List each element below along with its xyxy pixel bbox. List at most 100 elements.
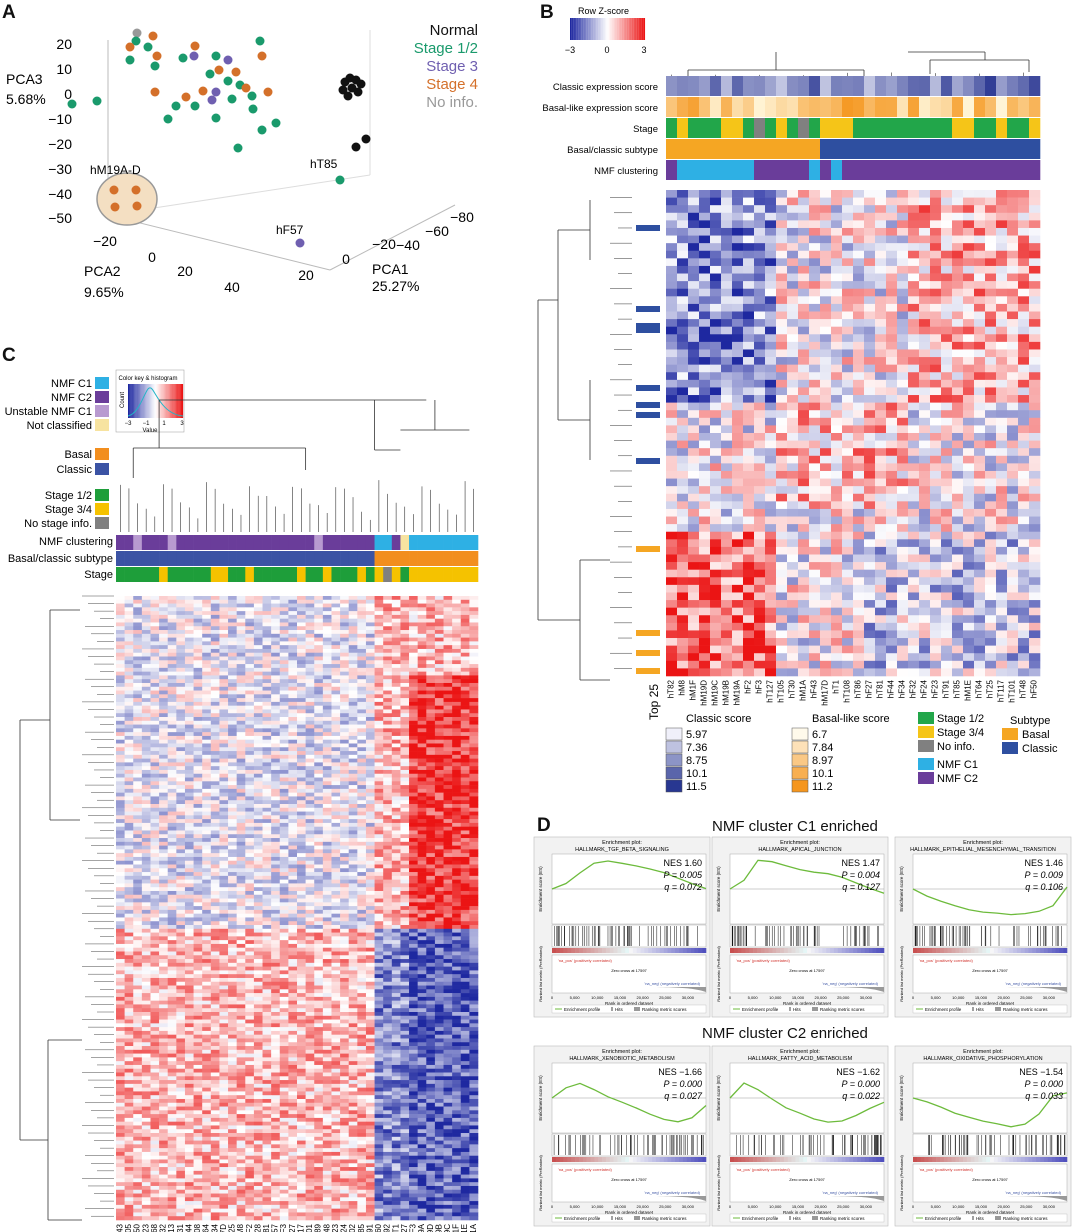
c-heatmap-cell <box>193 724 203 729</box>
c-heatmap-cell <box>184 701 194 706</box>
b-heatmap-cell <box>985 600 997 608</box>
c-heatmap-cell <box>314 743 324 748</box>
b-heatmap-cell <box>776 463 788 472</box>
c-heatmap-cell <box>236 773 246 778</box>
b-heatmap-cell <box>809 486 821 495</box>
b-heatmap-cell <box>996 372 1008 381</box>
b-heatmap-cell <box>765 630 777 639</box>
b-heatmap-cell <box>798 433 810 441</box>
b-basal-score-cell <box>941 97 953 117</box>
b-heatmap-cell <box>809 212 821 221</box>
b-heatmap-cell <box>985 531 997 540</box>
b-heatmap-cell <box>710 379 722 388</box>
b-heatmap-cell <box>754 220 766 229</box>
b-heatmap-cell <box>1029 326 1041 335</box>
c-subtype-cell <box>176 551 186 566</box>
b-heatmap-cell <box>963 303 975 312</box>
b-heatmap-cell <box>963 220 975 229</box>
b-heatmap-cell <box>919 478 931 487</box>
c-heatmap-cell <box>245 762 255 767</box>
b-heatmap-cell <box>1007 220 1019 229</box>
b-heatmap-cell <box>908 402 920 411</box>
b-heatmap-cell <box>864 296 876 305</box>
b-heatmap-cell <box>996 319 1008 327</box>
c-heatmap-cell <box>322 705 332 710</box>
c-heatmap-cell <box>184 766 194 771</box>
b-heatmap-cell <box>754 425 766 434</box>
c-heatmap-cell <box>460 596 470 601</box>
c-heatmap-cell <box>322 751 332 756</box>
b-heatmap-cell <box>699 622 711 631</box>
b-sample-label: hM19A <box>733 679 742 705</box>
c-heatmap-cell <box>426 739 436 744</box>
c-heatmap-cell <box>202 596 212 601</box>
c-heatmap-cell <box>469 686 479 691</box>
b-heatmap-cell <box>985 562 997 570</box>
c-heatmap-cell <box>167 641 177 646</box>
c-heatmap-cell <box>417 671 427 676</box>
b-heatmap-cell <box>919 600 931 608</box>
c-heatmap-cell <box>391 660 401 665</box>
c-heatmap-cell <box>391 603 401 608</box>
c-heatmap-cell <box>305 671 315 676</box>
c-stage-legend-label: No stage info. <box>24 518 92 530</box>
c-heatmap-cell <box>340 773 350 778</box>
b-heatmap-cell <box>743 349 755 358</box>
b-nmf-cell <box>710 160 722 180</box>
c-heatmap-cell <box>322 626 332 631</box>
b-heatmap-cell <box>809 592 821 601</box>
b-heatmap-cell <box>776 303 788 312</box>
b-heatmap-cell <box>699 592 711 601</box>
b-heatmap-cell <box>853 448 865 457</box>
b-nmf-cell <box>787 160 799 180</box>
c-heatmap-cell <box>460 720 470 725</box>
b-heatmap-cell <box>1007 364 1019 373</box>
b-heatmap-cell <box>996 660 1008 669</box>
pca-point <box>361 134 371 144</box>
c-heatmap-cell <box>452 747 462 752</box>
b-heatmap-cell <box>666 417 678 426</box>
c-heatmap-cell <box>434 766 444 771</box>
c-heatmap-cell <box>116 667 125 672</box>
b-heatmap-cell <box>765 417 777 426</box>
b-colorkey-cell <box>633 18 636 40</box>
c-heatmap-cell <box>279 701 289 706</box>
b-heatmap-cell <box>908 425 920 434</box>
b-heatmap-cell <box>919 539 931 548</box>
b-heatmap-cell <box>721 417 733 426</box>
b-heatmap-cell <box>996 592 1008 601</box>
b-heatmap-cell <box>754 668 766 677</box>
c-heatmap-cell <box>210 709 220 714</box>
c-heatmap-cell <box>167 762 177 767</box>
c-heatmap-cell <box>443 660 453 665</box>
b-heatmap-cell <box>1007 303 1019 312</box>
pca-point <box>343 91 353 101</box>
b-heatmap-cell <box>864 288 876 297</box>
b-heatmap-cell <box>897 622 909 631</box>
c-heatmap-cell <box>374 739 384 744</box>
b-heatmap-cell <box>930 273 942 282</box>
b-heatmap-cell <box>721 524 733 533</box>
b-stage-cell <box>754 118 766 138</box>
c-heatmap-cell <box>279 698 289 703</box>
b-heatmap-cell <box>776 341 788 350</box>
c-heatmap-cell <box>262 751 272 756</box>
b-heatmap-cell <box>677 440 689 449</box>
b-heatmap-cell <box>831 440 843 449</box>
c-heatmap-cell <box>167 747 177 752</box>
b-nmf-cell <box>765 160 777 180</box>
b-heatmap-cell <box>699 364 711 373</box>
b-heatmap-cell <box>721 470 733 479</box>
b-heatmap-cell <box>897 220 909 229</box>
b-heatmap-cell <box>886 303 898 312</box>
c-heatmap-cell <box>348 762 358 767</box>
b-heatmap-cell <box>919 638 931 646</box>
c-heatmap-cell <box>176 633 186 638</box>
b-heatmap-cell <box>853 395 865 403</box>
c-heatmap-cell <box>124 622 134 627</box>
b-heatmap-cell <box>886 493 898 502</box>
b-heatmap-cell <box>886 395 898 403</box>
c-heatmap-cell <box>124 686 134 691</box>
c-heatmap-cell <box>400 648 410 654</box>
c-heatmap-cell <box>443 626 453 631</box>
